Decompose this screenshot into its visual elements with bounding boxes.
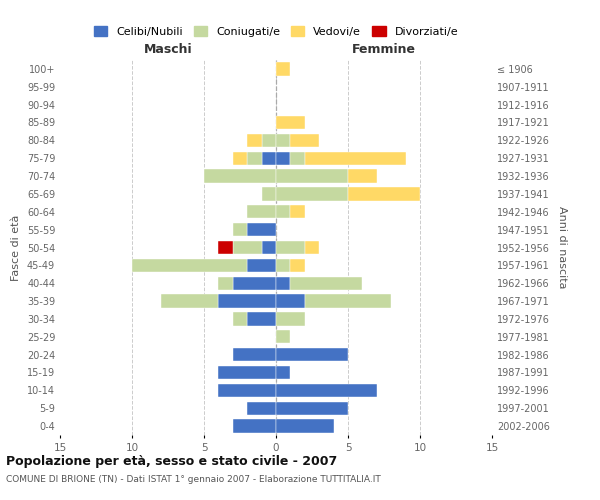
Bar xyxy=(262,187,276,200)
Bar xyxy=(276,384,377,397)
Bar xyxy=(276,205,290,218)
Bar xyxy=(247,258,276,272)
Bar xyxy=(233,312,247,326)
Bar xyxy=(290,134,319,147)
Bar xyxy=(276,330,290,344)
Bar xyxy=(305,241,319,254)
Bar xyxy=(276,402,348,415)
Bar xyxy=(161,294,218,308)
Bar xyxy=(233,241,262,254)
Text: Femmine: Femmine xyxy=(352,44,416,57)
Bar xyxy=(276,134,290,147)
Bar xyxy=(276,420,334,433)
Bar xyxy=(290,276,362,290)
Bar xyxy=(247,152,262,165)
Bar xyxy=(233,276,276,290)
Bar xyxy=(348,187,420,200)
Bar xyxy=(276,294,305,308)
Bar xyxy=(218,384,276,397)
Text: Popolazione per età, sesso e stato civile - 2007: Popolazione per età, sesso e stato civil… xyxy=(6,455,337,468)
Bar xyxy=(247,134,262,147)
Bar xyxy=(290,152,305,165)
Text: COMUNE DI BRIONE (TN) - Dati ISTAT 1° gennaio 2007 - Elaborazione TUTTITALIA.IT: COMUNE DI BRIONE (TN) - Dati ISTAT 1° ge… xyxy=(6,475,381,484)
Bar xyxy=(132,258,247,272)
Bar xyxy=(276,241,305,254)
Bar xyxy=(218,241,233,254)
Bar xyxy=(233,420,276,433)
Bar xyxy=(233,348,276,362)
Bar xyxy=(276,312,305,326)
Bar xyxy=(276,152,290,165)
Bar xyxy=(290,258,305,272)
Bar xyxy=(276,258,290,272)
Bar xyxy=(290,205,305,218)
Bar xyxy=(276,276,290,290)
Bar xyxy=(305,152,406,165)
Bar xyxy=(247,205,276,218)
Bar xyxy=(218,276,233,290)
Y-axis label: Anni di nascita: Anni di nascita xyxy=(557,206,566,289)
Bar xyxy=(233,152,247,165)
Bar xyxy=(247,223,276,236)
Bar xyxy=(276,348,348,362)
Legend: Celibi/Nubili, Coniugati/e, Vedovi/e, Divorziati/e: Celibi/Nubili, Coniugati/e, Vedovi/e, Di… xyxy=(94,26,458,37)
Bar xyxy=(247,312,276,326)
Bar xyxy=(276,116,305,129)
Bar xyxy=(348,170,377,183)
Y-axis label: Fasce di età: Fasce di età xyxy=(11,214,21,280)
Bar xyxy=(233,223,247,236)
Bar xyxy=(247,402,276,415)
Bar xyxy=(276,62,290,76)
Bar xyxy=(262,152,276,165)
Text: Maschi: Maschi xyxy=(143,44,193,57)
Bar xyxy=(262,241,276,254)
Bar xyxy=(218,294,276,308)
Bar xyxy=(218,366,276,379)
Bar xyxy=(204,170,276,183)
Bar xyxy=(305,294,391,308)
Bar xyxy=(276,366,290,379)
Bar xyxy=(262,134,276,147)
Bar xyxy=(276,187,348,200)
Bar xyxy=(276,170,348,183)
